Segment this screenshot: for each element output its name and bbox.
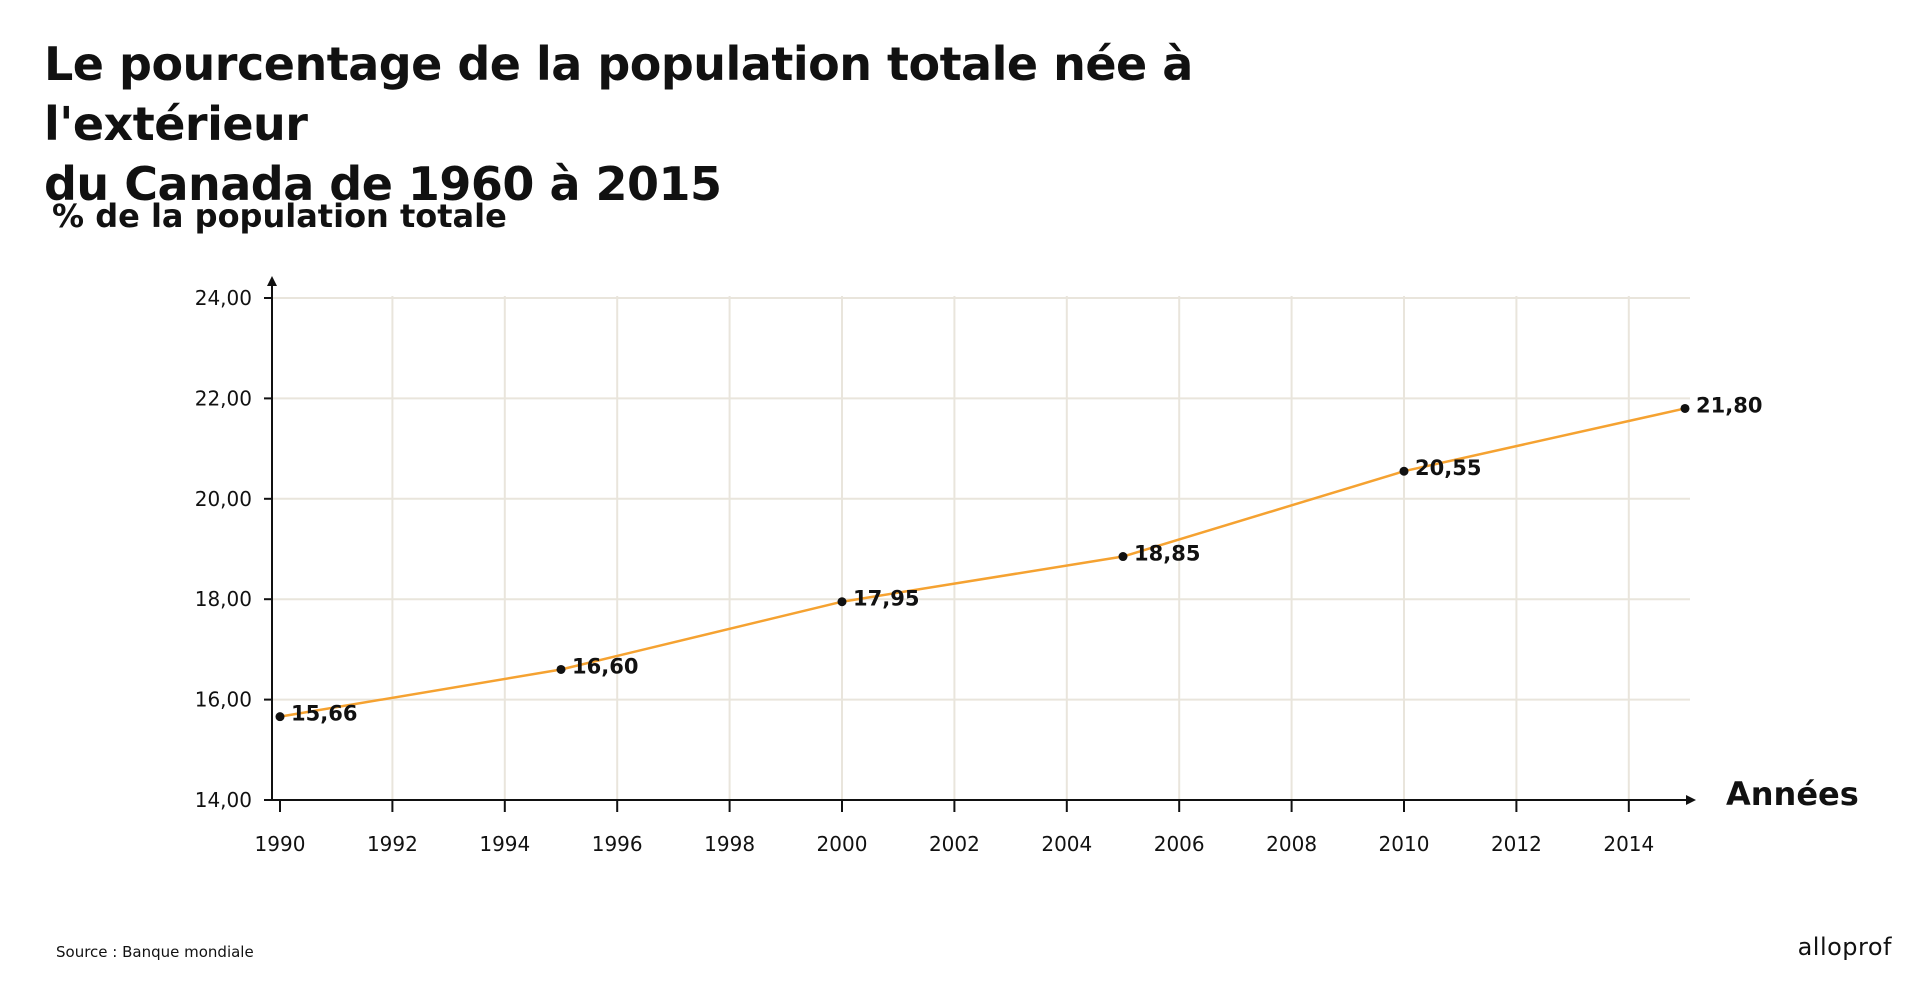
data-label: 16,60: [572, 654, 638, 678]
y-tick-label: 14,00: [195, 788, 252, 812]
y-tick-label: 22,00: [195, 386, 252, 410]
y-tick-label: 18,00: [195, 587, 252, 611]
x-tick-label: 1998: [704, 832, 755, 856]
y-tick-label: 24,00: [195, 286, 252, 310]
data-point: [1118, 552, 1128, 562]
y-tick-label: 20,00: [195, 487, 252, 511]
data-point: [837, 597, 847, 607]
data-label: 20,55: [1415, 456, 1481, 480]
alloprof-logo: alloprof: [1797, 933, 1892, 961]
chart-title-line-2: du Canada de 1960 à 2015: [44, 157, 722, 211]
data-label: 21,80: [1696, 393, 1762, 417]
x-tick-label: 1992: [367, 832, 418, 856]
grid: [272, 296, 1690, 800]
x-axis-title: Années: [1726, 775, 1859, 813]
x-tick-label: 2014: [1603, 832, 1654, 856]
source-note: Source : Banque mondiale: [56, 943, 254, 961]
chart-title-line-1: Le pourcentage de la population totale n…: [44, 37, 1193, 151]
data-point: [275, 712, 285, 722]
data-label: 15,66: [291, 702, 357, 726]
x-axis-arrow: [1686, 795, 1696, 805]
chart-title: Le pourcentage de la population totale n…: [44, 34, 1444, 214]
data-point: [1399, 466, 1409, 476]
axes: [264, 276, 1696, 812]
x-tick-label: 1994: [479, 832, 530, 856]
y-tick-label: 16,00: [195, 688, 252, 712]
x-tick-label: 2000: [817, 832, 868, 856]
x-tick-label: 2006: [1154, 832, 1205, 856]
x-tick-label: 1996: [592, 832, 643, 856]
data-labels: 15,66 16,60 17,95 18,85 20,55 21,80: [291, 393, 1762, 725]
data-label: 18,85: [1134, 542, 1200, 566]
x-tick-label: 2004: [1041, 832, 1092, 856]
data-point: [556, 664, 566, 674]
x-tick-label: 1990: [255, 832, 306, 856]
y-axis-arrow: [267, 276, 277, 286]
x-tick-label: 2012: [1491, 832, 1542, 856]
x-tick-label: 2010: [1379, 832, 1430, 856]
x-tick-label: 2002: [929, 832, 980, 856]
series-line: [279, 407, 1686, 718]
tick-labels: 14,00 16,00 18,00 20,00 22,00 24,00 1990 1992 19…: [195, 286, 1655, 856]
data-point: [1680, 403, 1690, 413]
series: [275, 403, 1690, 722]
x-tick-label: 2008: [1266, 832, 1317, 856]
data-label: 17,95: [853, 587, 919, 611]
y-axis-title: % de la population totale: [52, 197, 507, 235]
